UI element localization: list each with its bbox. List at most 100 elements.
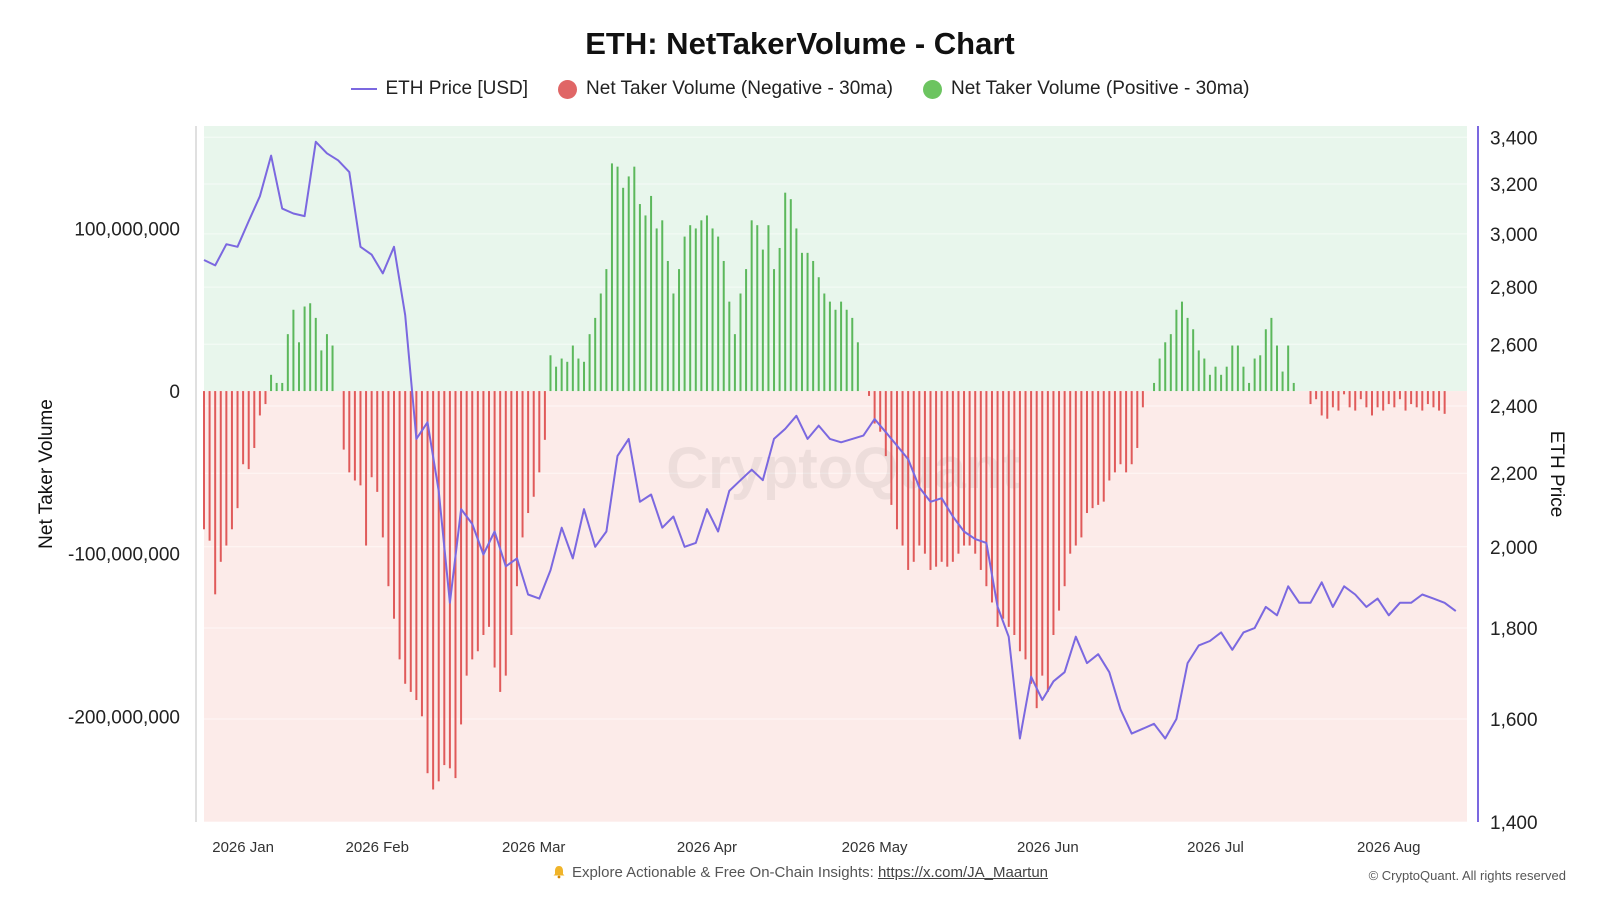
positive-volume-bar — [627, 176, 630, 392]
positive-volume-bar — [638, 204, 641, 392]
negative-volume-bar — [1069, 391, 1072, 554]
negative-volume-bar — [1365, 391, 1368, 408]
positive-volume-bar — [325, 334, 328, 392]
negative-volume-bar — [1354, 391, 1357, 411]
positive-volume-bar — [678, 269, 681, 392]
negative-volume-bar — [884, 391, 887, 457]
positive-volume-bar — [555, 366, 558, 392]
positive-volume-bar — [1214, 366, 1217, 392]
negative-volume-bar — [515, 391, 518, 587]
positive-volume-bar — [1192, 329, 1195, 392]
positive-volume-bar — [683, 236, 686, 392]
positive-volume-bar — [700, 220, 703, 392]
negative-volume-bar — [1013, 391, 1016, 635]
negative-volume-bar — [1326, 391, 1329, 419]
positive-volume-bar — [672, 293, 675, 392]
positive-volume-bar — [851, 317, 854, 392]
positive-volume-bar — [761, 249, 764, 392]
positive-volume-bar — [722, 260, 725, 392]
positive-volume-bar — [633, 166, 636, 392]
negative-volume-bar — [1091, 391, 1094, 509]
footer-link[interactable]: https://x.com/JA_Maartun — [877, 864, 1049, 881]
negative-volume-bar — [1041, 391, 1044, 676]
copyright-text: © CryptoQuant. All rights reserved — [1368, 868, 1566, 883]
positive-volume-bar — [778, 247, 781, 392]
negative-volume-bar — [1046, 391, 1049, 692]
negative-volume-bar — [935, 391, 938, 567]
negative-volume-bar — [1443, 391, 1446, 414]
positive-volume-bar — [605, 269, 608, 392]
negative-volume-bar — [1007, 391, 1010, 627]
positive-volume-bar — [1287, 345, 1290, 392]
positive-volume-bar — [1231, 345, 1234, 392]
negative-volume-bar — [1376, 391, 1379, 408]
legend-line-marker — [350, 88, 377, 90]
negative-zone-background — [204, 391, 1467, 822]
negative-volume-bar — [1085, 391, 1088, 514]
bell-icon — [553, 866, 565, 879]
legend-dot-marker — [558, 79, 578, 99]
positive-volume-bar — [1225, 366, 1228, 392]
positive-volume-bar — [281, 382, 284, 392]
positive-volume-bar — [812, 260, 815, 392]
negative-volume-bar — [1387, 391, 1390, 405]
legend-dot-marker — [922, 79, 942, 99]
legend-item-eth-price[interactable]: ETH Price [USD] — [350, 78, 528, 100]
negative-volume-bar — [1370, 391, 1373, 416]
negative-volume-bar — [979, 391, 982, 570]
positive-volume-bar — [1270, 317, 1273, 392]
positive-volume-bar — [1242, 366, 1245, 392]
right-tick-label: 1,600 — [1490, 710, 1538, 731]
negative-volume-bar — [493, 391, 496, 668]
negative-volume-bar — [1063, 391, 1066, 587]
positive-volume-bar — [705, 215, 708, 392]
negative-volume-bar — [963, 391, 966, 546]
negative-volume-bar — [353, 391, 356, 481]
negative-volume-bar — [527, 391, 530, 514]
left-tick-label: -100,000,000 — [68, 545, 180, 566]
negative-volume-bar — [521, 391, 524, 538]
negative-volume-bar — [1130, 391, 1133, 465]
positive-volume-bar — [594, 317, 597, 392]
negative-volume-bar — [918, 391, 921, 546]
negative-volume-bar — [488, 391, 491, 627]
positive-volume-bar — [728, 301, 731, 392]
positive-volume-bar — [773, 269, 776, 392]
footer-prefix: Explore Actionable & Free On-Chain Insig… — [571, 864, 874, 881]
negative-volume-bar — [376, 391, 379, 492]
negative-volume-bar — [1136, 391, 1139, 448]
positive-volume-bar — [571, 345, 574, 392]
positive-volume-bar — [845, 309, 848, 392]
positive-volume-bar — [286, 334, 289, 392]
negative-volume-bar — [465, 391, 468, 676]
positive-volume-bar — [292, 309, 295, 392]
negative-volume-bar — [504, 391, 507, 676]
legend: ETH Price [USD] Net Taker Volume (Negati… — [0, 78, 1600, 100]
negative-volume-bar — [1113, 391, 1116, 473]
negative-volume-bar — [543, 391, 546, 440]
positive-volume-bar — [610, 163, 613, 392]
positive-volume-bar — [566, 361, 569, 392]
negative-volume-bar — [1315, 391, 1318, 400]
right-tick-label: 2,400 — [1490, 397, 1538, 418]
negative-volume-bar — [437, 391, 440, 782]
x-tick-label: 2026 Aug — [1357, 839, 1420, 856]
positive-volume-bar — [599, 293, 602, 392]
legend-item-negative[interactable]: Net Taker Volume (Negative - 30ma) — [558, 78, 893, 100]
negative-volume-bar — [1337, 391, 1340, 411]
negative-volume-bar — [242, 391, 245, 465]
positive-volume-bar — [270, 374, 273, 392]
negative-volume-bar — [1080, 391, 1083, 538]
legend-item-positive[interactable]: Net Taker Volume (Positive - 30ma) — [922, 78, 1249, 100]
negative-volume-bar — [1438, 391, 1441, 411]
negative-volume-bar — [929, 391, 932, 570]
negative-volume-bar — [1125, 391, 1128, 473]
left-tick-label: 0 — [169, 382, 180, 403]
negative-volume-bar — [985, 391, 988, 587]
right-tick-label: 2,200 — [1490, 464, 1538, 485]
x-tick-label: 2026 May — [842, 839, 908, 856]
positive-volume-bar — [320, 350, 323, 392]
right-tick-label: 2,000 — [1490, 538, 1538, 559]
positive-volume-bar — [806, 252, 809, 392]
